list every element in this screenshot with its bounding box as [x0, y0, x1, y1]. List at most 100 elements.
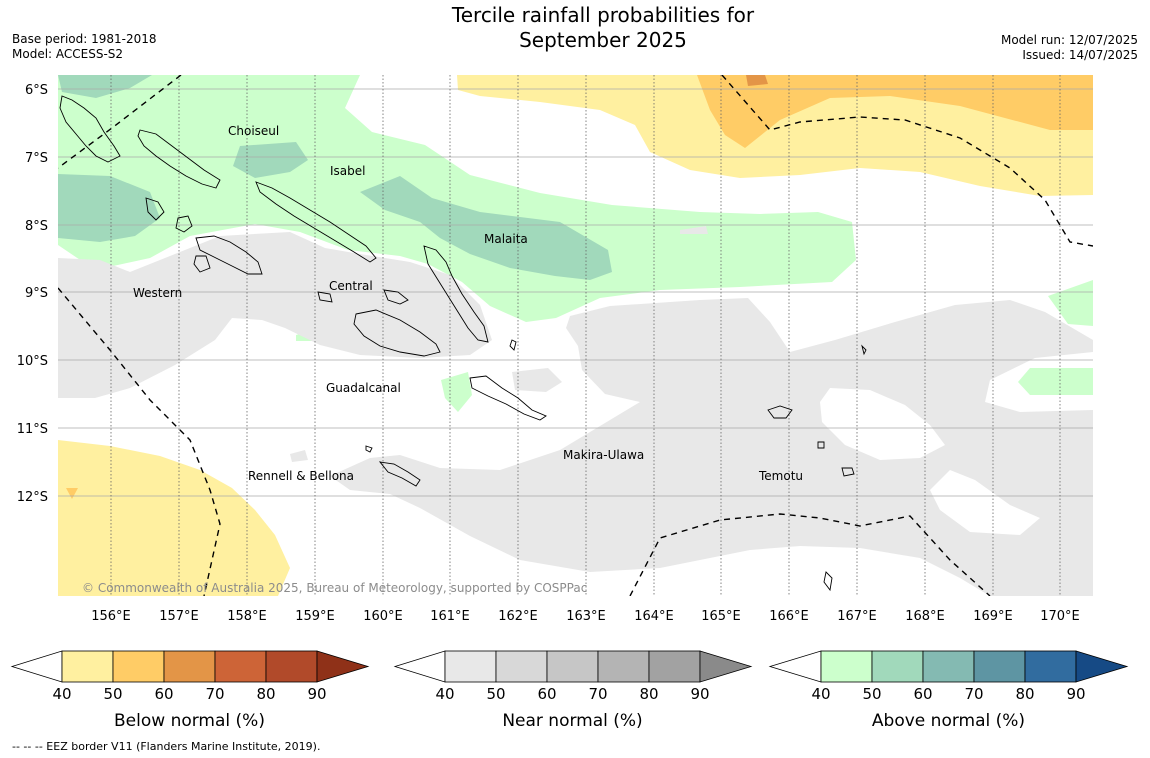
legend-swatch	[871, 650, 924, 683]
above-normal-patch-3	[441, 372, 472, 412]
legend-below-normal: 40 50 60 70 80 90 Below normal (%)	[10, 650, 370, 731]
island-russell	[317, 291, 333, 303]
lon-tick: 164°E	[634, 609, 674, 624]
near-normal-white-hole-1	[820, 388, 945, 460]
longitude-gridlines	[110, 75, 1061, 596]
near-normal-patch-small	[680, 226, 708, 234]
issued-date: Issued: 14/07/2025	[1022, 48, 1138, 62]
lat-tick: 12°S	[17, 490, 48, 505]
lat-tick: 8°S	[25, 219, 48, 234]
lon-tick: 159°E	[295, 609, 335, 624]
legend-tick: 50	[486, 685, 505, 703]
legend-tick: 40	[52, 685, 71, 703]
legend-title: Above normal (%)	[872, 711, 1025, 731]
map-title: Tercile rainfall probabilities for Septe…	[375, 3, 831, 53]
legend-tick: 90	[307, 685, 326, 703]
below-normal-zone-south	[58, 440, 290, 596]
lon-tick: 169°E	[973, 609, 1013, 624]
legend-swatch	[265, 650, 318, 683]
below-normal-zone-north	[457, 75, 1093, 196]
lon-tick: 163°E	[566, 609, 606, 624]
legend-swatch	[648, 650, 701, 683]
legend-tick: 40	[811, 685, 830, 703]
island-bellona	[365, 445, 373, 453]
near-normal-patch-guadalcanal	[512, 368, 562, 392]
above-normal-50-choiseul	[233, 142, 308, 178]
island-rennell	[378, 461, 421, 487]
legend-swatch	[495, 650, 548, 683]
above-normal-50-north	[58, 75, 152, 98]
legend-tick: 60	[537, 685, 556, 703]
island-choiseul	[137, 129, 221, 189]
label-choiseul: Choiseul	[228, 124, 279, 138]
legend-above-normal: 40 50 60 70 80 90 Above normal (%)	[768, 650, 1129, 731]
below-normal-spot	[66, 488, 78, 499]
legend-title: Near normal (%)	[502, 711, 642, 731]
legend-tick: 90	[690, 685, 709, 703]
legend-tick: 90	[1066, 685, 1085, 703]
legend-arrow-high	[316, 650, 370, 683]
model-run: Model run: 12/07/2025	[1000, 33, 1138, 47]
base-period: Base period: 1981-2018	[12, 32, 157, 46]
lon-tick: 158°E	[227, 609, 267, 624]
eez-border	[58, 75, 1093, 596]
island-makira	[469, 375, 547, 421]
island-guadalcanal	[353, 309, 441, 357]
legend-swatch	[444, 650, 497, 683]
near-normal-zone-west	[58, 232, 492, 398]
legend-tick: 80	[256, 685, 275, 703]
above-normal-patch-5	[1018, 368, 1093, 395]
legend-swatch	[546, 650, 599, 683]
latitude-gridlines	[58, 88, 1093, 497]
label-guadalcanal: Guadalcanal	[326, 381, 401, 395]
lon-tick: 166°E	[769, 609, 809, 624]
legend-tick: 50	[862, 685, 881, 703]
above-normal-50-malaita	[360, 176, 612, 280]
legend-swatch	[214, 650, 267, 683]
island-ulawa	[509, 339, 517, 351]
island-new-georgia	[195, 235, 263, 275]
legend-swatch	[112, 650, 165, 683]
legend-tick: 80	[639, 685, 658, 703]
island-rendova	[193, 255, 211, 273]
below-normal-zone-north-60	[746, 75, 768, 86]
lat-tick: 11°S	[17, 422, 48, 437]
lon-tick: 160°E	[363, 609, 403, 624]
label-rennell-bellona: Rennell & Bellona	[248, 469, 354, 483]
longitude-axis: 156°E 157°E 158°E 159°E 160°E 161°E 162°…	[91, 609, 1080, 624]
island-isabel	[255, 181, 377, 263]
eez-footnote: -- -- -- EEZ border V11 (Flanders Marine…	[12, 740, 321, 753]
legend-swatch	[973, 650, 1026, 683]
island-vanikoro	[817, 441, 825, 449]
legend-tick: 80	[1015, 685, 1034, 703]
run-info: Model run: 12/07/2025 Issued: 14/07/2025	[1001, 33, 1138, 63]
label-isabel: Isabel	[330, 164, 365, 178]
place-labels: Choiseul Isabel Malaita Central Western …	[133, 124, 803, 483]
below-normal-zone-north-50	[697, 75, 1093, 148]
label-malaita: Malaita	[484, 232, 528, 246]
lon-tick: 161°E	[430, 609, 470, 624]
island-vella	[145, 197, 165, 221]
legend-title: Below normal (%)	[114, 711, 265, 731]
lat-tick: 7°S	[25, 151, 48, 166]
island-duff	[861, 344, 867, 356]
label-western: Western	[133, 286, 182, 300]
model-name: Model: ACCESS-S2	[12, 47, 124, 61]
title-line-2: September 2025	[519, 28, 687, 52]
legend-arrow-low	[10, 650, 63, 683]
island-bougainville	[59, 95, 121, 163]
legend-arrow-low	[393, 650, 446, 683]
legend-tick: 70	[964, 685, 983, 703]
lat-tick: 6°S	[25, 83, 48, 98]
legend-swatch	[922, 650, 975, 683]
near-normal-zone-east	[330, 298, 1093, 596]
above-normal-zone-north	[58, 75, 856, 322]
copyright-notice: © Commonwealth of Australia 2025, Bureau…	[82, 581, 587, 595]
label-temotu: Temotu	[758, 469, 803, 483]
lon-tick: 162°E	[498, 609, 538, 624]
island-florida	[383, 289, 409, 305]
lon-tick: 157°E	[159, 609, 199, 624]
label-makira-ulawa: Makira-Ulawa	[563, 448, 644, 462]
legend-tick: 50	[103, 685, 122, 703]
legend-arrow-high	[699, 650, 753, 683]
